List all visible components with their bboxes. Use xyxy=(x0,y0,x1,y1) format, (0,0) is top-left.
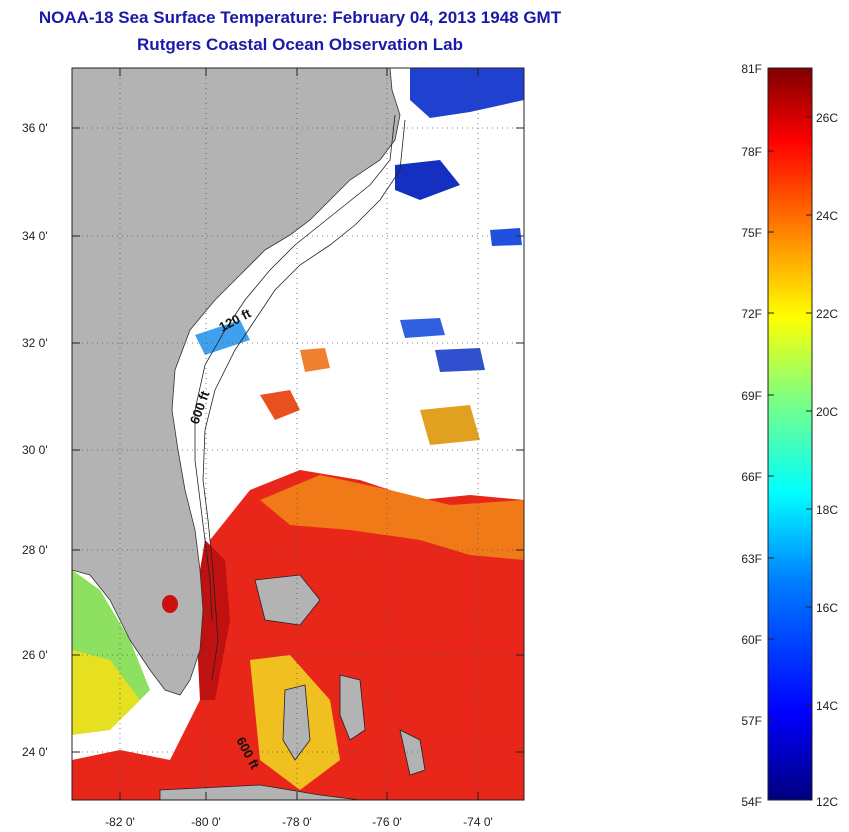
cb-c-label: 22C xyxy=(816,307,838,321)
bahamas-island xyxy=(399,729,426,776)
cb-c-label: 16C xyxy=(816,601,838,615)
cb-c-label: 14C xyxy=(816,699,838,713)
colorbar-f-labels: 81F 78F 75F 72F 69F 66F 63F 60F 57F 54F xyxy=(741,62,762,809)
cb-f-label: 75F xyxy=(741,226,762,240)
warm-patch xyxy=(300,348,330,372)
frame-ticks xyxy=(72,68,524,800)
lon-label-80: -80 0' xyxy=(191,815,221,829)
cb-f-label: 72F xyxy=(741,307,762,321)
bahamas-island xyxy=(339,674,366,741)
mainland-land xyxy=(72,68,401,696)
contour-120ft xyxy=(194,114,396,621)
cb-c-label: 26C xyxy=(816,111,838,125)
cold-water-patch xyxy=(490,228,522,246)
map-title: NOAA-18 Sea Surface Temperature: Februar… xyxy=(38,8,562,27)
cb-c-label: 18C xyxy=(816,503,838,517)
cuba-land xyxy=(159,784,361,800)
cb-f-label: 69F xyxy=(741,389,762,403)
lat-label-28: 28 0' xyxy=(22,543,48,557)
colorbar xyxy=(767,67,813,801)
warm-patch xyxy=(260,390,300,420)
lat-label-26: 26 0' xyxy=(22,648,48,662)
lake-okeechobee xyxy=(162,595,178,613)
map-frame xyxy=(71,67,525,801)
lat-label-36: 36 0' xyxy=(22,121,48,135)
cold-water-region xyxy=(395,160,460,200)
bahamas-island xyxy=(282,684,311,761)
cb-f-label: 54F xyxy=(741,795,762,809)
graticule xyxy=(72,68,524,800)
cb-f-label: 60F xyxy=(741,633,762,647)
lat-label-24: 24 0' xyxy=(22,745,48,759)
map-subtitle: Rutgers Coastal Ocean Observation Lab xyxy=(137,35,463,54)
cb-f-label: 78F xyxy=(741,145,762,159)
lat-label-30: 30 0' xyxy=(22,443,48,457)
cold-water-patch xyxy=(400,318,445,338)
orange-water-region xyxy=(260,475,524,560)
cb-c-label: 20C xyxy=(816,405,838,419)
cb-f-label: 81F xyxy=(741,62,762,76)
bahamas-island xyxy=(254,574,321,626)
cold-water-region xyxy=(410,68,524,118)
colorbar-c-labels: 26C 24C 22C 20C 18C 16C 14C 12C xyxy=(816,111,838,809)
dark-red-water-region xyxy=(195,540,230,700)
cb-f-label: 66F xyxy=(741,470,762,484)
cold-water-patch xyxy=(435,348,485,372)
cb-c-label: 24C xyxy=(816,209,838,223)
lat-label-34: 34 0' xyxy=(22,229,48,243)
contour-600ft xyxy=(202,119,406,681)
lon-label-78: -78 0' xyxy=(282,815,312,829)
lon-label-76: -76 0' xyxy=(372,815,402,829)
lat-label-32: 32 0' xyxy=(22,336,48,350)
warm-patch xyxy=(420,405,480,445)
lon-label-74: -74 0' xyxy=(463,815,493,829)
cold-water-patch xyxy=(195,320,250,355)
cb-f-label: 63F xyxy=(741,552,762,566)
colorbar-ticks xyxy=(768,116,812,721)
cb-f-label: 57F xyxy=(741,714,762,728)
gulf-yellow-region xyxy=(72,650,140,735)
lon-label-82: -82 0' xyxy=(105,815,135,829)
warm-water-region xyxy=(72,470,524,800)
cb-c-label: 12C xyxy=(816,795,838,809)
